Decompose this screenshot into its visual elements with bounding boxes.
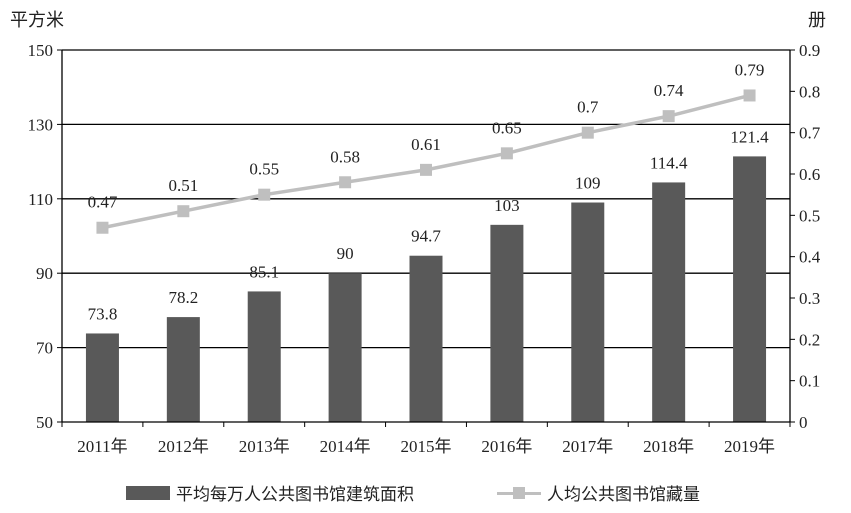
line-point: [339, 176, 352, 189]
legend: 平均每万人公共图书馆建筑面积 人均公共图书馆藏量: [0, 476, 851, 506]
bar-value-label: 114.4: [650, 153, 688, 172]
right-tick-label: 0.1: [799, 372, 820, 391]
line-value-label: 0.74: [654, 81, 684, 100]
line-value-label: 0.7: [577, 98, 599, 117]
axes: 50 70 90 110 130 150 0 0.1 0.2 0.3 0.4 0.5 0.6 0.7 0.8…: [28, 41, 821, 456]
line-value-label: 0.79: [735, 60, 765, 79]
bar: [247, 291, 281, 422]
right-tick-label: 0: [799, 413, 808, 432]
right-tick-label: 0.6: [799, 165, 820, 184]
bar-value-label: 90: [337, 244, 354, 263]
right-axis-unit: 册: [808, 10, 826, 30]
legend-item-bar: 平均每万人公共图书馆建筑面积: [126, 480, 414, 505]
line-point: [96, 221, 109, 234]
left-tick-label: 110: [28, 190, 53, 209]
line-value-label: 0.51: [168, 176, 198, 195]
bar-value-label: 94.7: [411, 227, 441, 246]
legend-bar-swatch: [126, 485, 170, 500]
line-point: [500, 147, 513, 160]
legend-line-label: 人均公共图书馆藏量: [547, 485, 700, 504]
line-point: [420, 163, 432, 176]
right-tick-label: 0.3: [799, 289, 820, 308]
x-tick-label: 2015年: [401, 437, 452, 456]
left-tick-label: 70: [36, 339, 53, 358]
bar-value-label: 121.4: [730, 127, 769, 146]
line-point: [581, 126, 594, 139]
x-tick-label: 2013年: [239, 437, 290, 456]
right-tick-label: 0.5: [799, 206, 820, 225]
x-tick-label: 2012年: [158, 437, 209, 456]
bar: [490, 224, 524, 422]
bar: [328, 273, 362, 422]
left-tick-label: 130: [28, 115, 54, 134]
x-tick-label: 2019年: [724, 437, 775, 456]
data-labels: 73.8 78.2 85.1 90 94.7 103 109 114.4 121.4 0.47 0.…: [88, 60, 770, 323]
right-tick-label: 0.8: [799, 82, 820, 101]
legend-line-swatch: [497, 486, 541, 500]
bar-value-label: 78.2: [168, 288, 198, 307]
line-point: [177, 205, 190, 218]
bar: [166, 317, 200, 422]
right-tick-label: 0.7: [799, 124, 821, 143]
bar: [733, 156, 767, 422]
bar-value-label: 109: [575, 174, 601, 193]
legend-bar-label: 平均每万人公共图书馆建筑面积: [176, 485, 414, 504]
right-tick-label: 0.9: [799, 41, 820, 60]
x-tick-label: 2014年: [320, 437, 371, 456]
bar: [85, 333, 119, 422]
combo-chart: 50 70 90 110 130 150 0 0.1 0.2 0.3 0.4 0.5 0.6 0.7 0.8…: [10, 10, 826, 456]
line-value-label: 0.55: [249, 160, 279, 179]
x-tick-label: 2018年: [643, 437, 694, 456]
bar-series: [85, 156, 767, 422]
x-tick-label: 2017年: [562, 437, 613, 456]
line-value-label: 0.61: [411, 135, 441, 154]
bar-value-label: 103: [494, 196, 520, 215]
left-axis-unit: 平方米: [10, 10, 64, 30]
line-point: [258, 188, 271, 201]
line-value-label: 0.58: [330, 147, 360, 166]
right-tick-label: 0.4: [799, 248, 821, 267]
line-series: [96, 89, 756, 234]
bar-value-label: 73.8: [88, 304, 118, 323]
bar: [409, 255, 443, 422]
line-point: [743, 89, 756, 102]
bar: [571, 202, 605, 422]
bar-value-label: 85.1: [249, 262, 279, 281]
right-tick-label: 0.2: [799, 330, 820, 349]
x-tick-label: 2011年: [77, 437, 127, 456]
bar: [652, 182, 686, 422]
left-tick-label: 50: [36, 413, 53, 432]
left-tick-label: 150: [28, 41, 54, 60]
line-value-label: 0.47: [88, 193, 118, 212]
line-point: [662, 110, 675, 123]
line-value-label: 0.65: [492, 118, 522, 137]
x-tick-label: 2016年: [481, 437, 532, 456]
left-tick-label: 90: [36, 264, 53, 283]
legend-item-line: 人均公共图书馆藏量: [497, 480, 700, 505]
